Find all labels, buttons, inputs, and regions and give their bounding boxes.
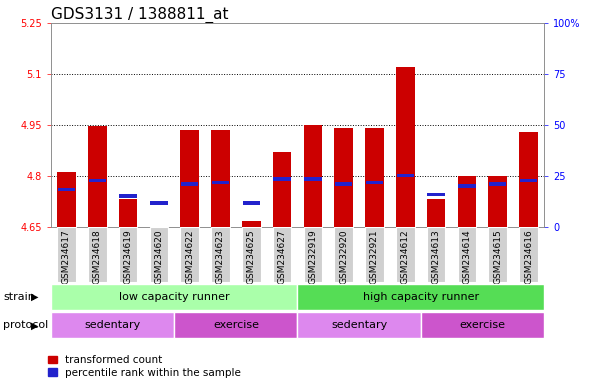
Text: GSM234614: GSM234614 <box>462 229 471 284</box>
Text: GSM234619: GSM234619 <box>124 229 133 284</box>
Text: ▶: ▶ <box>31 291 38 302</box>
Text: ▶: ▶ <box>31 320 38 331</box>
Text: GDS3131 / 1388811_at: GDS3131 / 1388811_at <box>51 7 228 23</box>
Bar <box>489 182 507 186</box>
Text: sedentary: sedentary <box>331 320 387 331</box>
Bar <box>396 67 415 227</box>
Text: GSM234625: GSM234625 <box>247 229 256 284</box>
Bar <box>150 201 168 205</box>
Text: GSM234618: GSM234618 <box>93 229 102 284</box>
Text: exercise: exercise <box>213 320 259 331</box>
Bar <box>51 284 297 310</box>
Bar <box>150 227 168 282</box>
Text: high capacity runner: high capacity runner <box>362 291 479 302</box>
Bar <box>458 176 476 227</box>
Bar <box>273 177 291 181</box>
Bar <box>365 128 383 227</box>
Text: GSM234613: GSM234613 <box>432 229 441 284</box>
Text: GSM232920: GSM232920 <box>339 229 348 284</box>
Bar <box>297 284 544 310</box>
Bar <box>88 227 106 282</box>
Legend: transformed count, percentile rank within the sample: transformed count, percentile rank withi… <box>47 354 242 379</box>
Text: GSM232921: GSM232921 <box>370 229 379 284</box>
Bar <box>519 132 538 227</box>
Bar <box>273 152 291 227</box>
Bar <box>119 227 137 282</box>
Bar <box>489 176 507 227</box>
Text: GSM234617: GSM234617 <box>62 229 71 284</box>
Text: protocol: protocol <box>3 320 48 331</box>
Text: sedentary: sedentary <box>85 320 141 331</box>
Bar <box>212 227 230 282</box>
Text: GSM234616: GSM234616 <box>524 229 533 284</box>
Bar <box>180 130 199 227</box>
Bar <box>519 227 538 282</box>
Bar <box>243 201 260 205</box>
Text: GSM234612: GSM234612 <box>401 229 410 284</box>
Bar <box>489 227 507 282</box>
Bar <box>88 179 106 182</box>
Bar <box>212 130 230 227</box>
Bar <box>297 313 421 338</box>
Bar <box>119 199 137 227</box>
Bar <box>397 174 414 177</box>
Bar <box>396 227 415 282</box>
Bar <box>304 227 322 282</box>
Bar <box>242 227 261 282</box>
Text: GSM234627: GSM234627 <box>278 229 287 284</box>
Bar <box>242 222 261 227</box>
Text: GSM234615: GSM234615 <box>493 229 502 284</box>
Bar <box>334 128 353 227</box>
Bar <box>150 227 168 228</box>
Bar <box>304 177 322 181</box>
Bar <box>180 227 199 282</box>
Bar <box>458 184 475 187</box>
Bar <box>365 227 383 282</box>
Bar <box>366 181 383 184</box>
Text: GSM234620: GSM234620 <box>154 229 163 284</box>
Text: strain: strain <box>3 291 35 302</box>
Bar <box>273 227 291 282</box>
Bar <box>174 313 297 338</box>
Bar <box>212 181 229 184</box>
Text: exercise: exercise <box>459 320 505 331</box>
Bar <box>427 199 445 227</box>
Bar <box>421 313 544 338</box>
Bar <box>458 227 476 282</box>
Bar <box>334 227 353 282</box>
Bar <box>427 227 445 282</box>
Bar <box>335 182 352 186</box>
Bar <box>427 193 445 196</box>
Bar <box>120 194 137 198</box>
Bar <box>51 313 174 338</box>
Text: GSM234623: GSM234623 <box>216 229 225 284</box>
Text: GSM234622: GSM234622 <box>185 229 194 284</box>
Bar <box>304 125 322 227</box>
Bar <box>181 182 198 186</box>
Bar <box>88 126 106 227</box>
Bar <box>58 187 75 191</box>
Text: GSM232919: GSM232919 <box>308 229 317 284</box>
Bar <box>520 179 537 182</box>
Text: low capacity runner: low capacity runner <box>119 291 230 302</box>
Bar <box>57 227 76 282</box>
Bar <box>57 172 76 227</box>
